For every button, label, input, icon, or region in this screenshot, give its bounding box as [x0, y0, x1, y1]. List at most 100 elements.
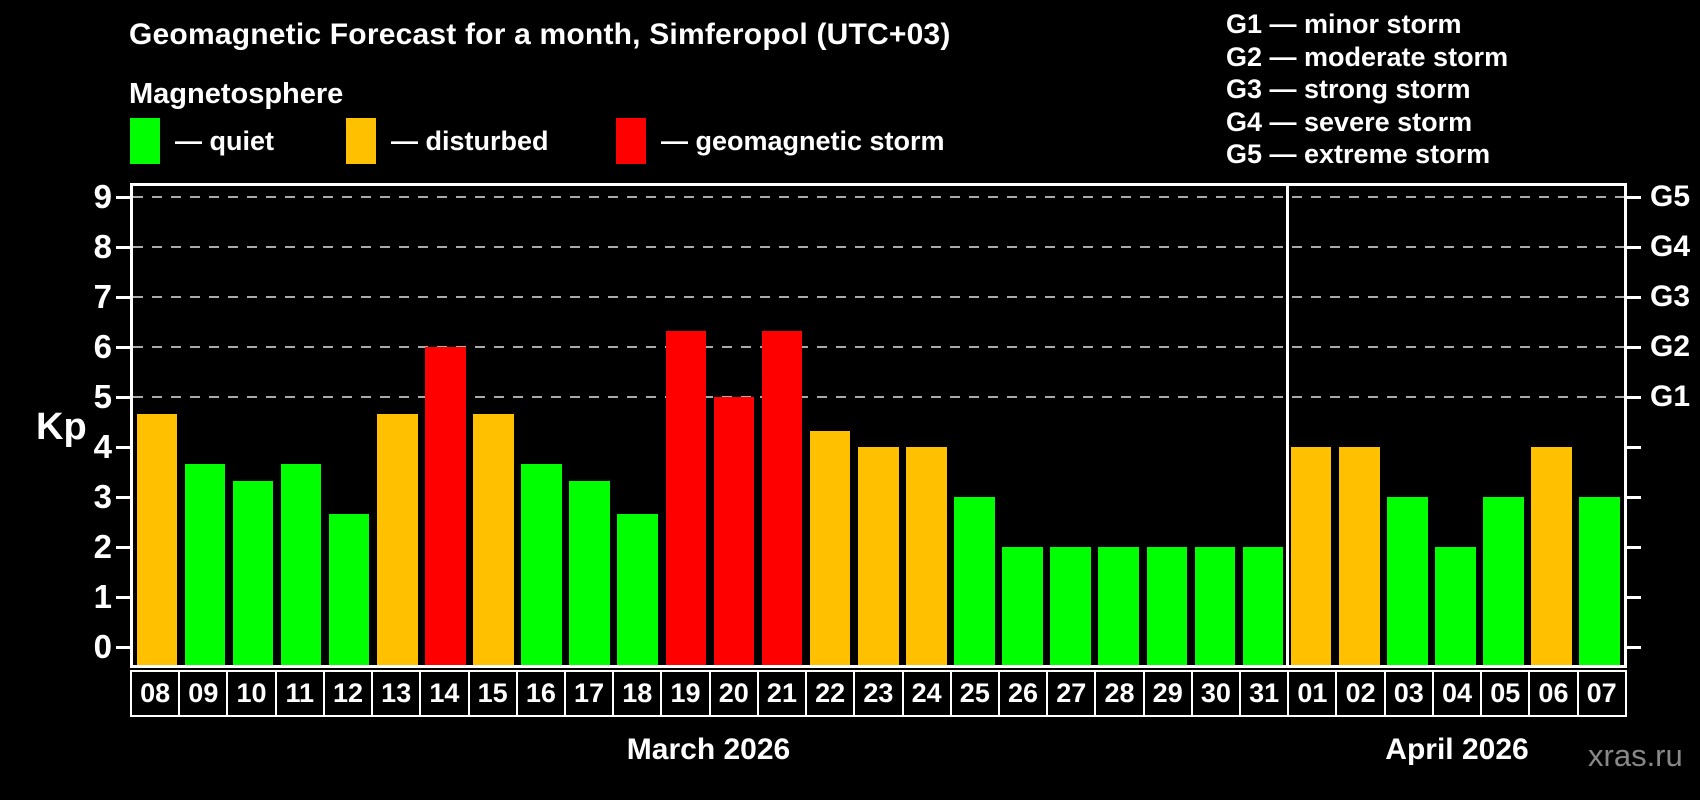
legend-item-quiet: — quiet: [130, 118, 274, 164]
date-cell-23: 23: [853, 670, 904, 717]
gridline-kp9: [133, 196, 1624, 198]
date-cell-27: 27: [1046, 670, 1097, 717]
y-tick-right-8: [1627, 246, 1641, 249]
bar-day-16: [521, 463, 562, 665]
right-axis-label-g3: G3: [1650, 280, 1691, 313]
date-cell-15: 15: [467, 670, 518, 717]
date-cell-09: 09: [178, 670, 229, 717]
date-cell-08: 08: [130, 670, 181, 717]
bar-day-13: [376, 413, 418, 665]
gridline-kp8: [133, 246, 1624, 248]
date-cell-24: 24: [901, 670, 952, 717]
y-tick-label-5: 5: [93, 378, 112, 415]
bar-day-02: [1338, 447, 1380, 665]
right-axis-label-g5: G5: [1650, 180, 1691, 213]
bar-day-18: [617, 513, 659, 665]
g-scale-legend-line-g5: G5 — extreme storm: [1226, 139, 1491, 169]
y-tick-label-9: 9: [93, 178, 112, 215]
date-cell-18: 18: [612, 670, 663, 717]
bar-day-24: [906, 447, 947, 665]
y-tick-left-4: [116, 446, 130, 449]
g-scale-legend: G1 — minor storm G2 — moderate storm G3 …: [1226, 8, 1508, 171]
gridline-kp6: [133, 346, 1624, 348]
bar-day-27: [1050, 547, 1091, 665]
date-cell-04: 04: [1431, 670, 1483, 717]
y-tick-right-7: [1627, 296, 1641, 299]
date-cell-12: 12: [322, 670, 374, 717]
y-tick-right-0: [1627, 646, 1641, 649]
y-tick-left-1: [116, 596, 130, 599]
bar-day-14: [425, 347, 466, 665]
date-cell-29: 29: [1142, 670, 1193, 717]
y-tick-label-8: 8: [93, 228, 112, 265]
date-cell-07: 07: [1576, 670, 1627, 717]
y-tick-left-0: [116, 646, 130, 649]
legend-item-disturbed: — disturbed: [346, 118, 549, 164]
month-label-april: April 2026: [1385, 733, 1529, 766]
bar-day-23: [857, 447, 899, 665]
bar-day-21: [761, 330, 803, 665]
bar-day-26: [1002, 547, 1043, 665]
plot-area: [130, 183, 1627, 668]
y-tick-label-1: 1: [93, 578, 112, 615]
y-axis-title: Kp: [36, 406, 87, 448]
bar-day-25: [954, 497, 995, 665]
bar-day-12: [328, 513, 370, 665]
bar-day-15: [473, 413, 514, 665]
chart-subtitle: Magnetosphere: [129, 78, 344, 110]
bar-day-08: [136, 413, 178, 665]
date-cell-26: 26: [997, 670, 1049, 717]
y-tick-right-5: [1627, 396, 1641, 399]
legend-label-disturbed: — disturbed: [391, 125, 549, 156]
bar-day-07: [1579, 497, 1620, 665]
bar-day-19: [665, 330, 707, 665]
bar-day-03: [1387, 497, 1428, 665]
bar-day-28: [1098, 547, 1140, 665]
bar-day-05: [1483, 497, 1524, 665]
y-tick-label-2: 2: [93, 528, 112, 565]
chart-title: Geomagnetic Forecast for a month, Simfer…: [129, 18, 951, 51]
date-cell-03: 03: [1383, 670, 1434, 717]
g-scale-legend-line-g4: G4 — severe storm: [1226, 106, 1473, 137]
date-cell-01: 01: [1287, 670, 1338, 717]
date-cell-28: 28: [1094, 670, 1145, 717]
date-cell-17: 17: [563, 670, 615, 717]
date-cell-30: 30: [1190, 670, 1242, 717]
y-tick-left-5: [116, 396, 130, 399]
date-cell-13: 13: [371, 670, 422, 717]
bar-day-31: [1242, 547, 1284, 665]
y-tick-right-1: [1627, 596, 1641, 599]
y-tick-right-3: [1627, 496, 1641, 499]
y-tick-label-0: 0: [93, 628, 112, 665]
date-cell-19: 19: [660, 670, 711, 717]
bar-day-30: [1194, 547, 1236, 665]
bar-day-04: [1435, 547, 1476, 665]
bar-day-22: [809, 430, 851, 665]
y-tick-left-7: [116, 296, 130, 299]
watermark: xras.ru: [1588, 738, 1683, 773]
y-tick-right-9: [1627, 196, 1641, 199]
kp-status-legend: — quiet — disturbed — geomagnetic storm: [0, 118, 1100, 168]
y-tick-label-4: 4: [93, 428, 112, 465]
legend-item-storm: — geomagnetic storm: [616, 118, 945, 164]
y-tick-label-3: 3: [93, 478, 112, 515]
storm-swatch-icon: [616, 118, 646, 164]
right-axis-label-g1: G1: [1650, 380, 1691, 413]
date-cell-11: 11: [274, 670, 325, 717]
date-cell-20: 20: [708, 670, 759, 717]
right-axis-label-g4: G4: [1650, 230, 1691, 263]
y-tick-left-6: [116, 346, 130, 349]
bar-day-20: [713, 397, 755, 665]
g-scale-legend-line-g1: G1 — minor storm: [1226, 9, 1462, 39]
date-cell-10: 10: [226, 670, 277, 717]
date-cell-21: 21: [756, 670, 808, 717]
date-cell-05: 05: [1480, 670, 1531, 717]
date-cell-22: 22: [805, 670, 856, 717]
bar-day-06: [1531, 447, 1572, 665]
month-divider: [1285, 186, 1289, 665]
legend-label-storm: — geomagnetic storm: [661, 125, 945, 156]
date-cell-02: 02: [1335, 670, 1386, 717]
quiet-swatch-icon: [130, 118, 160, 164]
y-tick-left-2: [116, 546, 130, 549]
